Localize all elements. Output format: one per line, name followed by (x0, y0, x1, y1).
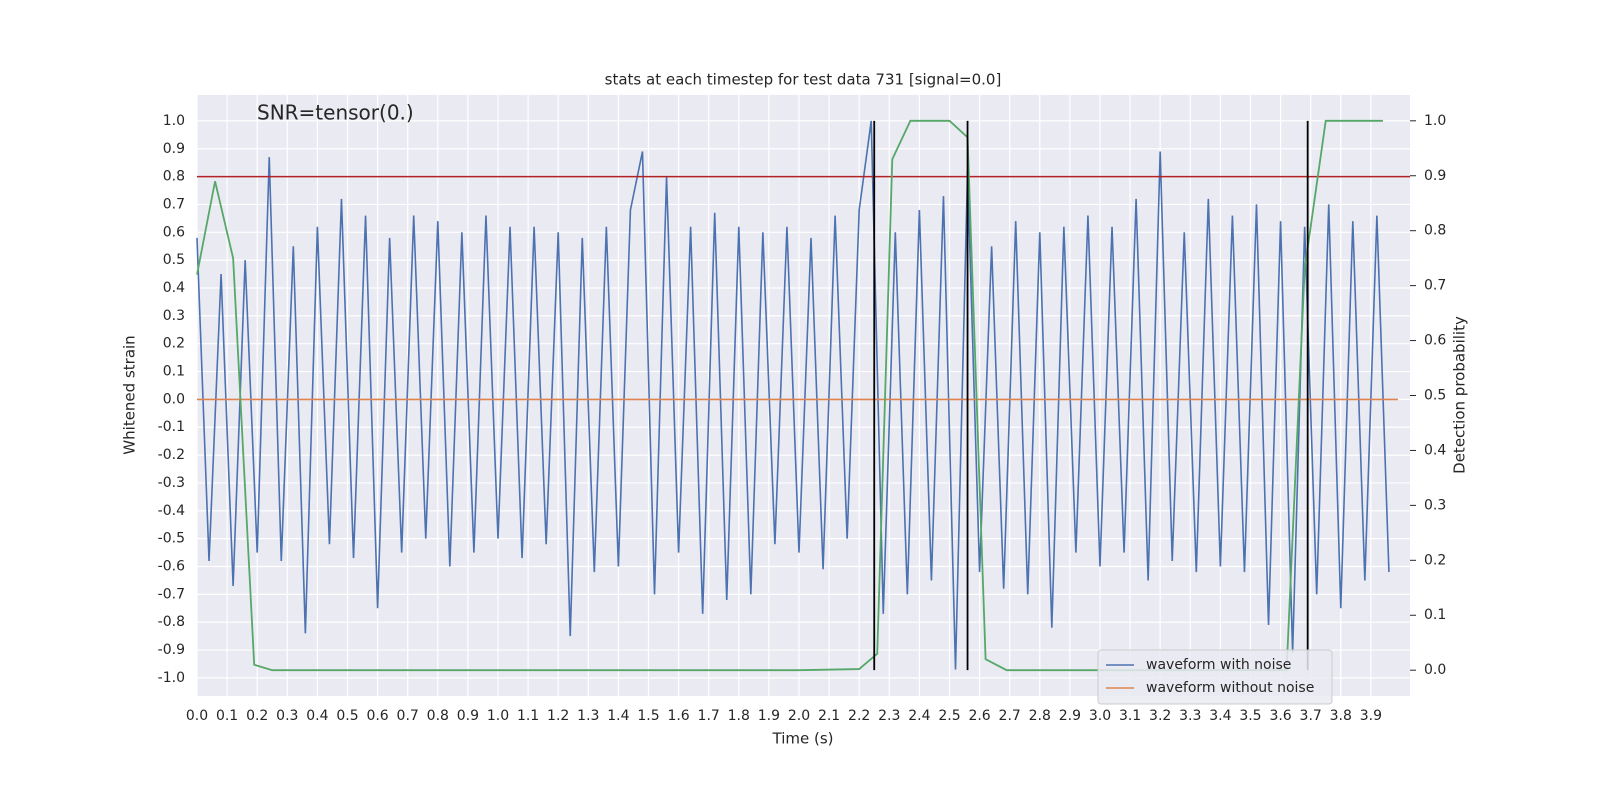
y-tick-label: 0.4 (163, 280, 185, 296)
y2-tick-label: 0.7 (1424, 278, 1446, 294)
x-tick-label: 0.2 (246, 708, 268, 724)
y2-tick-label: 0.5 (1424, 388, 1446, 404)
y-tick-label: 0.5 (163, 252, 185, 268)
x-tick-label: 0.6 (366, 708, 388, 724)
x-tick-label: 1.7 (698, 708, 720, 724)
y-tick-label: 0.8 (163, 169, 185, 185)
x-tick-label: 1.1 (517, 708, 539, 724)
x-tick-label: 2.2 (848, 708, 870, 724)
x-tick-label: 3.6 (1269, 708, 1291, 724)
x-tick-label: 0.3 (276, 708, 298, 724)
x-tick-label: 1.9 (758, 708, 780, 724)
y-tick-label: 0.9 (163, 141, 185, 157)
x-axis-label: Time (s) (772, 730, 834, 748)
x-tick-label: 0.7 (397, 708, 419, 724)
x-tick-label: 3.4 (1209, 708, 1231, 724)
y2-tick-label: 1.0 (1424, 113, 1446, 129)
x-tick-label: 3.5 (1239, 708, 1261, 724)
y2-tick-label: 0.3 (1424, 497, 1446, 513)
legend-label: waveform with noise (1146, 657, 1291, 673)
x-tick-label: 0.9 (457, 708, 479, 724)
x-tick-label: 1.5 (637, 708, 659, 724)
x-tick-label: 2.7 (999, 708, 1021, 724)
x-tick-label: 3.3 (1179, 708, 1201, 724)
x-tick-label: 1.8 (728, 708, 750, 724)
y-tick-label: -0.5 (158, 531, 185, 547)
x-tick-label: 1.0 (487, 708, 509, 724)
y-tick-label: 0.1 (163, 364, 185, 380)
y2-tick-label: 0.2 (1424, 552, 1446, 568)
series-line (196, 120, 1390, 670)
y2-tick-label: 0.9 (1424, 168, 1446, 184)
legend-label: waveform without noise (1146, 680, 1314, 696)
x-tick-label: 2.5 (938, 708, 960, 724)
x-tick-label: 0.4 (306, 708, 328, 724)
x-tick-label: 1.3 (577, 708, 599, 724)
y-tick-label: -0.2 (158, 447, 185, 463)
y-tick-label: 0.7 (163, 196, 185, 212)
y-tick-label: 0.3 (163, 308, 185, 324)
y2-tick-label: 0.4 (1424, 442, 1446, 458)
x-tick-label: 2.0 (788, 708, 810, 724)
x-tick-label: 1.6 (667, 708, 689, 724)
y-axis-label: Whitened strain (121, 335, 139, 454)
y-tick-label: 0.6 (163, 224, 185, 240)
x-tick-label: 3.7 (1300, 708, 1322, 724)
x-tick-label: 2.8 (1029, 708, 1051, 724)
y2-tick-label: 0.8 (1424, 223, 1446, 239)
x-tick-label: 2.9 (1059, 708, 1081, 724)
x-tick-label: 0.8 (427, 708, 449, 724)
x-tick-label: 2.6 (968, 708, 990, 724)
x-tick-label: 3.0 (1089, 708, 1111, 724)
y-tick-label: -0.8 (158, 614, 185, 630)
x-tick-label: 0.5 (336, 708, 358, 724)
y-tick-label: -0.6 (158, 558, 185, 574)
y-tick-label: -0.7 (158, 586, 185, 602)
y-tick-label: -0.1 (158, 419, 185, 435)
y-tick-label: -0.3 (158, 475, 185, 491)
annotation: SNR=tensor(0.) (257, 101, 414, 125)
x-tick-label: 3.1 (1119, 708, 1141, 724)
x-tick-label: 1.4 (607, 708, 629, 724)
plot-area (197, 95, 1410, 696)
legend-box (1097, 649, 1333, 705)
y-tick-label: -1.0 (158, 670, 185, 686)
y2-tick-label: 0.0 (1424, 662, 1446, 678)
x-tick-label: 0.0 (186, 708, 208, 724)
y2-tick-label: 0.6 (1424, 333, 1446, 349)
x-tick-label: 3.2 (1149, 708, 1171, 724)
chart-title: stats at each timestep for test data 731… (605, 71, 1002, 89)
x-tick-label: 3.9 (1360, 708, 1382, 724)
x-tick-label: 2.3 (878, 708, 900, 724)
y-tick-label: 0.0 (163, 391, 185, 407)
y-tick-label: 1.0 (163, 113, 185, 129)
y-tick-label: 0.2 (163, 336, 185, 352)
y2-tick-label: 0.1 (1424, 607, 1446, 623)
x-tick-label: 1.2 (547, 708, 569, 724)
y2-axis-label: Detection probability (1451, 316, 1469, 474)
x-tick-label: 0.1 (216, 708, 238, 724)
x-tick-label: 2.4 (908, 708, 930, 724)
y-tick-label: -0.4 (158, 503, 185, 519)
y-tick-label: -0.9 (158, 642, 185, 658)
x-tick-label: 2.1 (818, 708, 840, 724)
x-tick-label: 3.8 (1330, 708, 1352, 724)
